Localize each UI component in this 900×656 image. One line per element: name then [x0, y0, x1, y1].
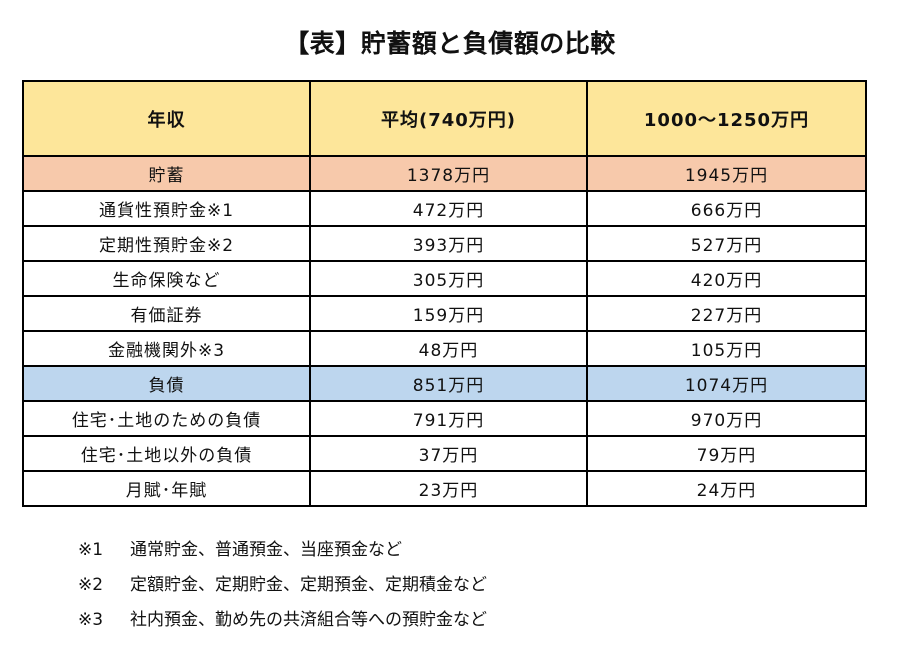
footnote-mark: ※2 — [78, 575, 104, 595]
row-label: 定期性預貯金※2 — [22, 225, 311, 262]
footnote-mark: ※3 — [78, 610, 104, 630]
table-row-savings: 貯蓄 1378万円 1945万円 — [22, 155, 867, 192]
header-average: 平均(740万円) — [309, 80, 588, 157]
cell-high-income: 1074万円 — [586, 365, 867, 402]
table-row: 生命保険など 305万円 420万円 — [22, 260, 867, 297]
row-label: 金融機関外※3 — [22, 330, 311, 367]
cell-high-income: 24万円 — [586, 470, 867, 507]
footnote-text: 定額貯金、定期貯金、定期預金、定期積金など — [130, 575, 487, 595]
cell-average: 791万円 — [309, 400, 588, 437]
cell-high-income: 970万円 — [586, 400, 867, 437]
cell-high-income: 527万円 — [586, 225, 867, 262]
cell-high-income: 420万円 — [586, 260, 867, 297]
cell-average: 37万円 — [309, 435, 588, 472]
footnote: ※3 社内預金、勤め先の共済組合等への預貯金など — [78, 603, 487, 638]
cell-average: 305万円 — [309, 260, 588, 297]
cell-high-income: 79万円 — [586, 435, 867, 472]
footnotes: ※1 通常貯金、普通預金、当座預金など ※2 定額貯金、定期貯金、定期預金、定期… — [78, 533, 487, 638]
table-row: 通貨性預貯金※1 472万円 666万円 — [22, 190, 867, 227]
row-label: 通貨性預貯金※1 — [22, 190, 311, 227]
cell-average: 159万円 — [309, 295, 588, 332]
table-header-row: 年収 平均(740万円) 1000～1250万円 — [22, 80, 867, 157]
cell-average: 23万円 — [309, 470, 588, 507]
header-1000-1250: 1000～1250万円 — [586, 80, 867, 157]
table-row: 定期性預貯金※2 393万円 527万円 — [22, 225, 867, 262]
cell-average: 851万円 — [309, 365, 588, 402]
cell-high-income: 666万円 — [586, 190, 867, 227]
cell-average: 393万円 — [309, 225, 588, 262]
row-label: 貯蓄 — [22, 155, 311, 192]
row-label: 負債 — [22, 365, 311, 402]
cell-average: 48万円 — [309, 330, 588, 367]
table-row-debt: 負債 851万円 1074万円 — [22, 365, 867, 402]
table-row: 月賦･年賦 23万円 24万円 — [22, 470, 867, 507]
footnote-text: 通常貯金、普通預金、当座預金など — [130, 540, 402, 560]
comparison-table: 年収 平均(740万円) 1000～1250万円 貯蓄 1378万円 1945万… — [22, 80, 867, 507]
table-row: 住宅･土地のための負債 791万円 970万円 — [22, 400, 867, 437]
footnote-text: 社内預金、勤め先の共済組合等への預貯金など — [130, 610, 487, 630]
footnote: ※1 通常貯金、普通預金、当座預金など — [78, 533, 487, 568]
footnote-mark: ※1 — [78, 540, 104, 560]
row-label: 生命保険など — [22, 260, 311, 297]
cell-average: 472万円 — [309, 190, 588, 227]
row-label: 月賦･年賦 — [22, 470, 311, 507]
table-row: 有価証券 159万円 227万円 — [22, 295, 867, 332]
cell-average: 1378万円 — [309, 155, 588, 192]
footnote: ※2 定額貯金、定期貯金、定期預金、定期積金など — [78, 568, 487, 603]
header-income: 年収 — [22, 80, 311, 157]
cell-high-income: 227万円 — [586, 295, 867, 332]
row-label: 有価証券 — [22, 295, 311, 332]
table-row: 金融機関外※3 48万円 105万円 — [22, 330, 867, 367]
table-row: 住宅･土地以外の負債 37万円 79万円 — [22, 435, 867, 472]
row-label: 住宅･土地以外の負債 — [22, 435, 311, 472]
cell-high-income: 1945万円 — [586, 155, 867, 192]
page-title: 【表】貯蓄額と負債額の比較 — [284, 29, 616, 58]
row-label: 住宅･土地のための負債 — [22, 400, 311, 437]
cell-high-income: 105万円 — [586, 330, 867, 367]
